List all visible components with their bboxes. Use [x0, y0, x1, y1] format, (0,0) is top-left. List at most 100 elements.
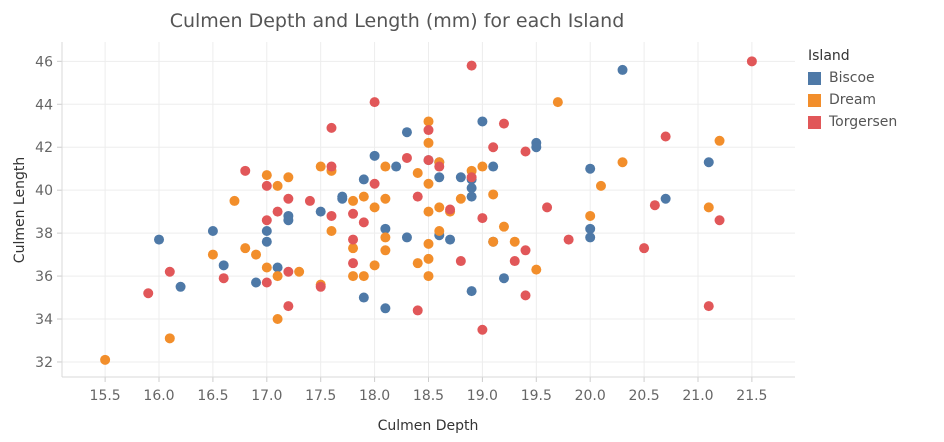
- x-tick-label: 21.0: [682, 388, 713, 404]
- point-torgersen: [272, 206, 283, 217]
- y-tick-label: 34: [35, 312, 53, 328]
- point-dream: [703, 202, 714, 213]
- point-dream: [100, 354, 111, 365]
- point-torgersen: [348, 234, 359, 245]
- legend-swatch: [808, 93, 821, 107]
- legend-label: Dream: [829, 92, 877, 108]
- x-tick-label: 18.0: [359, 388, 390, 404]
- point-biscoe: [617, 64, 628, 75]
- point-dream: [229, 195, 240, 206]
- x-tick-label: 16.5: [197, 388, 228, 404]
- point-torgersen: [714, 215, 725, 226]
- point-dream: [326, 225, 337, 236]
- y-tick-label: 32: [35, 355, 53, 371]
- point-biscoe: [445, 234, 456, 245]
- point-biscoe: [498, 273, 509, 284]
- y-axis-label: Culmen Length: [12, 157, 28, 263]
- point-biscoe: [261, 225, 272, 236]
- point-torgersen: [563, 234, 574, 245]
- point-torgersen: [326, 161, 337, 172]
- x-axis: 15.5 16.0 16.5 17.0 17.5 18.0 18.5 19.0 19.5 20.0…: [62, 376, 795, 404]
- point-biscoe: [358, 292, 369, 303]
- legend-items: Biscoe Dream Torgersen: [808, 67, 897, 133]
- point-dream: [423, 253, 434, 264]
- point-biscoe: [272, 262, 283, 273]
- point-biscoe: [261, 236, 272, 247]
- point-dream: [369, 202, 380, 213]
- point-torgersen: [218, 273, 229, 284]
- point-biscoe: [434, 172, 445, 183]
- point-dream: [585, 210, 596, 221]
- legend-label: Biscoe: [829, 70, 875, 86]
- x-tick-label: 20.5: [629, 388, 660, 404]
- point-dream: [251, 249, 262, 260]
- point-biscoe: [585, 223, 596, 234]
- point-dream: [380, 245, 391, 256]
- point-torgersen: [315, 281, 326, 292]
- y-tick-label: 46: [35, 54, 53, 70]
- point-torgersen: [477, 324, 488, 335]
- point-biscoe: [466, 183, 477, 194]
- y-axis: 32 34 36 38 40 42 44 46: [35, 42, 63, 377]
- point-torgersen: [520, 146, 531, 157]
- point-biscoe: [703, 157, 714, 168]
- point-torgersen: [326, 122, 337, 133]
- point-dream: [380, 193, 391, 204]
- point-dream: [617, 157, 628, 168]
- y-tick-label: 40: [35, 183, 53, 199]
- point-torgersen: [412, 191, 423, 202]
- point-torgersen: [466, 60, 477, 71]
- point-torgersen: [649, 200, 660, 211]
- point-biscoe: [380, 303, 391, 314]
- point-dream: [412, 258, 423, 269]
- point-torgersen: [455, 256, 466, 267]
- point-dream: [283, 172, 294, 183]
- point-biscoe: [585, 232, 596, 243]
- point-dream: [595, 180, 606, 191]
- point-dream: [358, 271, 369, 282]
- point-torgersen: [498, 118, 509, 129]
- point-torgersen: [520, 290, 531, 301]
- point-biscoe: [315, 206, 326, 217]
- point-biscoe: [660, 193, 671, 204]
- point-biscoe: [175, 281, 186, 292]
- point-torgersen: [660, 131, 671, 142]
- legend-item-biscoe: Biscoe: [808, 67, 897, 89]
- point-dream: [488, 189, 499, 200]
- legend-swatch: [808, 71, 821, 85]
- point-torgersen: [261, 277, 272, 288]
- point-dream: [714, 135, 725, 146]
- point-biscoe: [401, 127, 412, 138]
- point-dream: [369, 260, 380, 271]
- point-torgersen: [369, 178, 380, 189]
- point-dream: [272, 314, 283, 325]
- x-tick-label: 21.5: [736, 388, 767, 404]
- x-tick-label: 18.5: [413, 388, 444, 404]
- point-torgersen: [369, 97, 380, 108]
- y-tick-label: 36: [35, 269, 53, 285]
- point-biscoe: [337, 193, 348, 204]
- point-torgersen: [261, 180, 272, 191]
- point-biscoe: [283, 215, 294, 226]
- point-dream: [348, 243, 359, 254]
- point-dream: [358, 191, 369, 202]
- chart-title: Culmen Depth and Length (mm) for each Is…: [170, 10, 625, 32]
- point-dream: [380, 161, 391, 172]
- point-torgersen: [348, 208, 359, 219]
- point-torgersen: [304, 195, 315, 206]
- point-torgersen: [283, 301, 294, 312]
- x-tick-label: 15.5: [90, 388, 121, 404]
- point-torgersen: [434, 161, 445, 172]
- legend-item-torgersen: Torgersen: [808, 111, 897, 133]
- point-biscoe: [531, 142, 542, 153]
- point-dream: [423, 271, 434, 282]
- x-tick-label: 16.0: [143, 388, 174, 404]
- point-torgersen: [326, 210, 337, 221]
- point-torgersen: [509, 256, 520, 267]
- point-torgersen: [542, 202, 553, 213]
- point-dream: [315, 161, 326, 172]
- point-dream: [207, 249, 218, 260]
- point-dream: [423, 206, 434, 217]
- point-torgersen: [283, 266, 294, 277]
- x-tick-label: 17.0: [251, 388, 282, 404]
